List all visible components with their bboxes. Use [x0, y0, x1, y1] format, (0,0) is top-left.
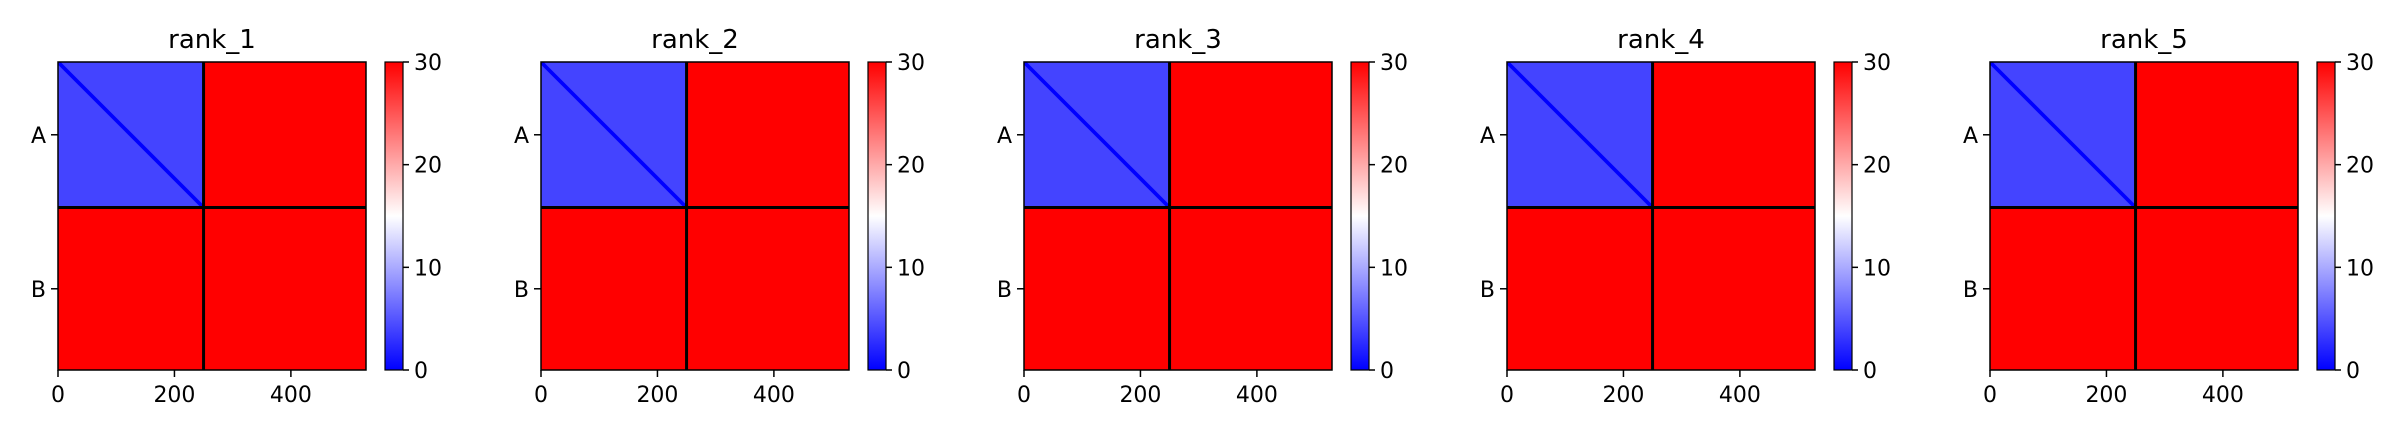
heatmap-cell-b-a	[541, 207, 687, 370]
x-tick-label: 0	[1983, 383, 1997, 408]
x-tick-label: 200	[1119, 383, 1161, 408]
heatmap-cell-a-b	[2135, 62, 2298, 208]
x-tick-label: 400	[1719, 383, 1761, 408]
x-tick-label: 0	[51, 383, 65, 408]
heatmap	[1507, 62, 1815, 370]
heatmap-cell-b-b	[1169, 207, 1332, 370]
heatmap-cell-b-a	[1507, 207, 1653, 370]
colorbar-tick-label: 10	[414, 256, 442, 281]
heatmap-cell-b-b	[686, 207, 849, 370]
panel-rank_5: rank_5 0 200 400 A B 0 10 20 30	[1963, 25, 2374, 408]
heatmap-cell-a-a-diagonal	[58, 62, 205, 209]
colorbar: 0 10 20 30	[2316, 51, 2374, 384]
plot-frame	[1989, 61, 2299, 371]
panel-rank_2: rank_2 0 200 400 A B 0 10 20 30	[514, 25, 925, 408]
panel-title: rank_5	[2100, 25, 2188, 55]
y-tick-label: B	[1480, 278, 1495, 303]
panel-rank_1: rank_1 0 200 400 A B 0 10 20 30	[31, 25, 442, 408]
colorbar-tick-label: 20	[1380, 154, 1408, 179]
colorbar: 0 10 20 30	[1350, 51, 1408, 384]
x-tick-label: 200	[636, 383, 678, 408]
plot-frame	[57, 61, 367, 371]
heatmap-cell-a-b	[686, 62, 849, 208]
heatmap-cell-b-b	[2135, 207, 2298, 370]
plot-frame	[1023, 61, 1333, 371]
heatmap-cell-b-b	[203, 207, 366, 370]
plot-frame	[1506, 61, 1816, 371]
y-tick-label: B	[514, 278, 529, 303]
colorbar-tick-label: 0	[897, 359, 911, 384]
x-tick-label: 0	[1017, 383, 1031, 408]
colorbar-tick-label: 30	[1863, 51, 1891, 76]
plot-frame	[540, 61, 850, 371]
colorbar-tick-label: 30	[897, 51, 925, 76]
colorbar-tick-label: 30	[2346, 51, 2374, 76]
panel-rank_4: rank_4 0 200 400 A B 0 10 20 30	[1480, 25, 1891, 408]
heatmap-cell-a-a-diagonal	[1024, 62, 1171, 209]
colorbar-tick-label: 0	[1380, 359, 1394, 384]
colorbar-tick-label: 30	[1380, 51, 1408, 76]
y-tick-label: A	[1480, 124, 1495, 149]
heatmap-cell-a-a-diagonal	[1990, 62, 2137, 209]
y-tick-label: A	[514, 124, 529, 149]
colorbar: 0 10 20 30	[384, 51, 442, 384]
colorbar: 0 10 20 30	[1833, 51, 1891, 384]
panel-rank_3: rank_3 0 200 400 A B 0 10 20 30	[997, 25, 1408, 408]
x-tick-label: 400	[2202, 383, 2244, 408]
colorbar-tick-label: 10	[1863, 256, 1891, 281]
x-tick-label: 0	[1500, 383, 1514, 408]
colorbar-gradient	[2316, 61, 2336, 371]
colorbar-tick-label: 10	[2346, 256, 2374, 281]
y-tick-label: A	[31, 124, 46, 149]
heatmap-cell-a-b	[1652, 62, 1815, 208]
colorbar-tick-label: 30	[414, 51, 442, 76]
heatmap-cell-a-b	[1169, 62, 1332, 208]
x-tick-label: 400	[753, 383, 795, 408]
colorbar-tick-label: 0	[1863, 359, 1877, 384]
panel-title: rank_2	[651, 25, 739, 55]
heatmap-cell-a-b	[203, 62, 366, 208]
panel-title: rank_1	[168, 25, 256, 55]
colorbar: 0 10 20 30	[867, 51, 925, 384]
heatmap	[1990, 62, 2298, 370]
heatmap-cell-b-b	[1652, 207, 1815, 370]
colorbar-gradient	[1350, 61, 1370, 371]
x-tick-label: 200	[1602, 383, 1644, 408]
heatmap-cell-b-a	[1990, 207, 2136, 370]
y-tick-label: B	[31, 278, 46, 303]
heatmap	[1024, 62, 1332, 370]
x-tick-label: 400	[1236, 383, 1278, 408]
colorbar-gradient	[1833, 61, 1853, 371]
colorbar-tick-label: 10	[897, 256, 925, 281]
colorbar-tick-label: 20	[414, 154, 442, 179]
colorbar-tick-label: 20	[897, 154, 925, 179]
y-tick-label: A	[1963, 124, 1978, 149]
colorbar-tick-label: 10	[1380, 256, 1408, 281]
heatmap	[541, 62, 849, 370]
heatmap-cell-b-a	[1024, 207, 1170, 370]
colorbar-tick-label: 20	[2346, 154, 2374, 179]
panel-title: rank_4	[1617, 25, 1705, 55]
heatmap-cell-a-a-diagonal	[541, 62, 688, 209]
heatmap	[58, 62, 366, 370]
colorbar-gradient	[384, 61, 404, 371]
y-tick-label: B	[1963, 278, 1978, 303]
heatmap-cell-b-a	[58, 207, 204, 370]
colorbar-tick-label: 0	[2346, 359, 2360, 384]
x-tick-label: 200	[2085, 383, 2127, 408]
colorbar-gradient	[867, 61, 887, 371]
x-tick-label: 0	[534, 383, 548, 408]
x-tick-label: 400	[270, 383, 312, 408]
colorbar-tick-label: 0	[414, 359, 428, 384]
y-tick-label: B	[997, 278, 1012, 303]
panel-title: rank_3	[1134, 25, 1222, 55]
colorbar-tick-label: 20	[1863, 154, 1891, 179]
x-tick-label: 200	[153, 383, 195, 408]
y-tick-label: A	[997, 124, 1012, 149]
heatmap-cell-a-a-diagonal	[1507, 62, 1654, 209]
